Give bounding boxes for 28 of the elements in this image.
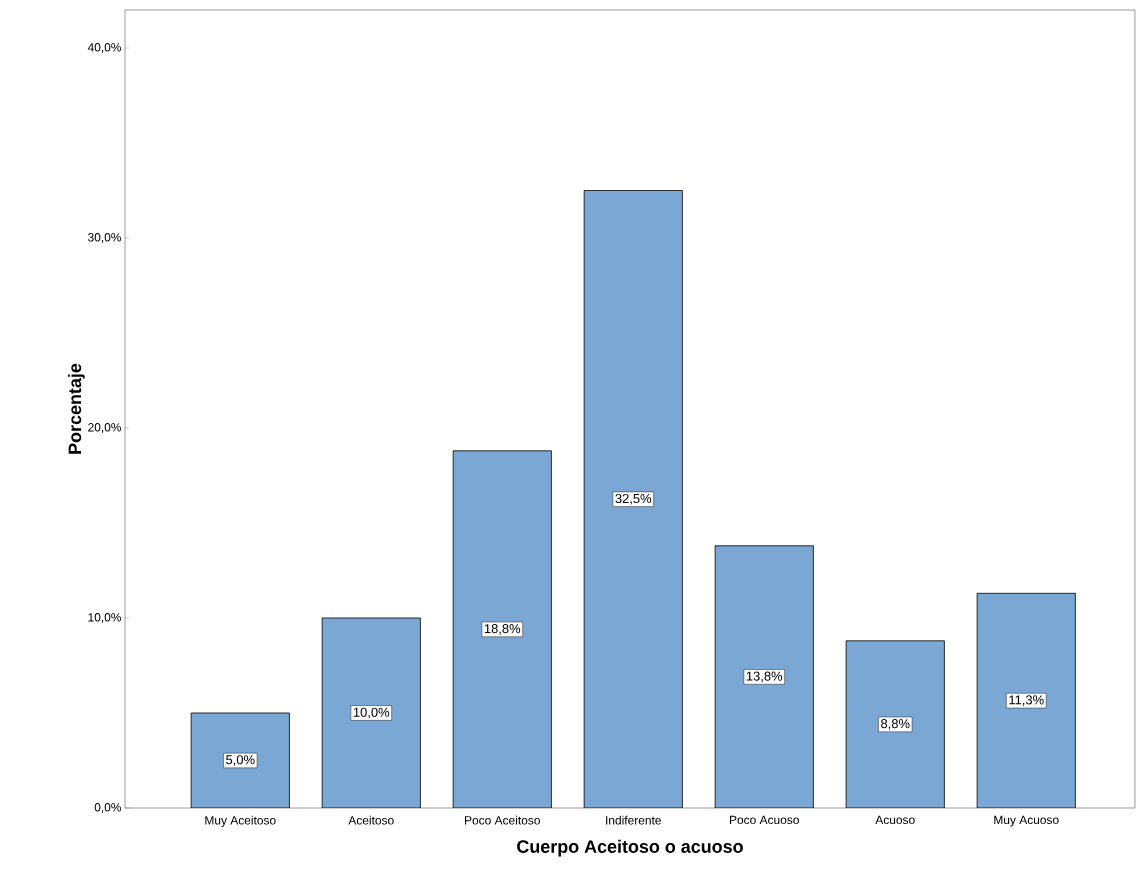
- y-tick-label: 20,0%: [88, 423, 122, 433]
- bar: [583, 190, 683, 808]
- x-tick-label: Aceitoso: [348, 815, 394, 825]
- x-tick-label: Muy Acuoso: [994, 815, 1059, 827]
- x-tick-label: Indiferente: [606, 815, 661, 825]
- y-tick-label: 30,0%: [88, 233, 122, 243]
- bar: [321, 617, 421, 808]
- y-tick-label: 0,0%: [94, 803, 122, 813]
- data-label: 11,3%: [1009, 695, 1044, 706]
- data-label: 13,8%: [746, 671, 783, 683]
- bar: [453, 450, 552, 808]
- data-label: 32,5%: [615, 493, 652, 505]
- data-label: 5,0%: [226, 755, 255, 766]
- x-tick-label: Muy Aceitoso: [205, 815, 276, 827]
- y-tick-label: 10,0%: [88, 613, 122, 623]
- x-axis-title: Cuerpo Aceitoso o acuoso: [517, 839, 743, 857]
- x-tick-label: Poco Acuoso: [730, 815, 799, 825]
- data-label: 10,0%: [353, 707, 390, 719]
- data-label: 8,8%: [881, 719, 910, 730]
- bar: [845, 640, 945, 808]
- bar: [190, 712, 290, 808]
- y-tick-label: 40,0%: [87, 43, 122, 53]
- y-axis-title: Porcentaje: [68, 363, 85, 454]
- x-tick-label: Poco Aceitoso: [465, 815, 540, 825]
- x-tick-label: Acuoso: [875, 815, 915, 825]
- bar: [976, 592, 1076, 808]
- bar: [714, 545, 814, 808]
- data-label: 18,8%: [484, 624, 521, 635]
